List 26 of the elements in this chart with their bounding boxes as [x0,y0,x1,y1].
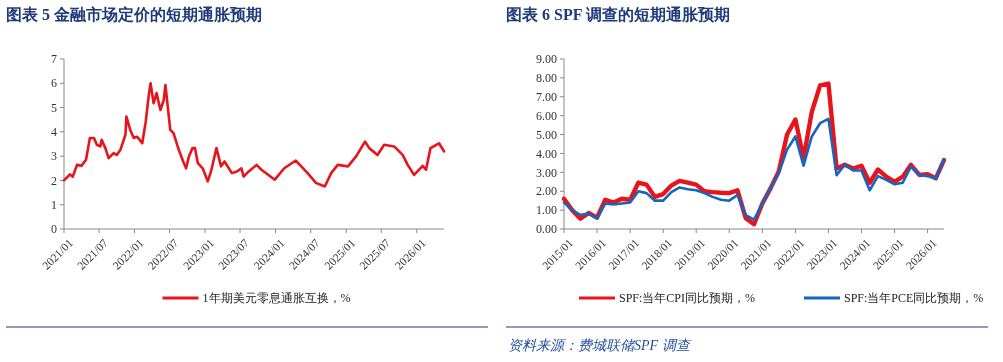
y-tick-label: 2 [51,173,57,188]
line-series [562,117,946,221]
y-tick-label: 7 [51,52,57,67]
chart-title: 图表 5 金融市场定价的短期通胀预期 [6,6,262,23]
y-tick-label: 5 [51,100,57,115]
y-tick-label: 3.00 [536,165,557,180]
line-series [62,81,446,188]
y-tick-label: 6.00 [536,108,557,123]
legend-label: SPF:当年CPI同比预期，% [619,291,756,306]
y-tick-label: 6 [51,76,57,91]
y-tick-label: 4.00 [536,146,557,161]
y-tick-label: 5.00 [536,127,557,142]
text: 资料来源：费城联储SPF 调查 [508,338,692,353]
y-tick-label: 9.00 [536,52,557,67]
y-tick-label: 4 [51,125,57,140]
legend-label: SPF:当年PCE同比预期，% [844,291,984,306]
chart-title: 图表 6 SPF 调查的短期通胀预期 [506,6,730,23]
y-tick-label: 0 [51,222,57,237]
y-tick-label: 0.00 [536,222,557,237]
y-tick-label: 8.00 [536,71,557,86]
y-tick-label: 3 [51,149,57,164]
y-tick-label: 1 [51,197,57,212]
y-tick-label: 7.00 [536,89,557,104]
y-tick-label: 1.00 [536,203,557,218]
y-tick-label: 2.00 [536,184,557,199]
legend-label: 1年期美元零息通胀互换，% [202,291,351,306]
